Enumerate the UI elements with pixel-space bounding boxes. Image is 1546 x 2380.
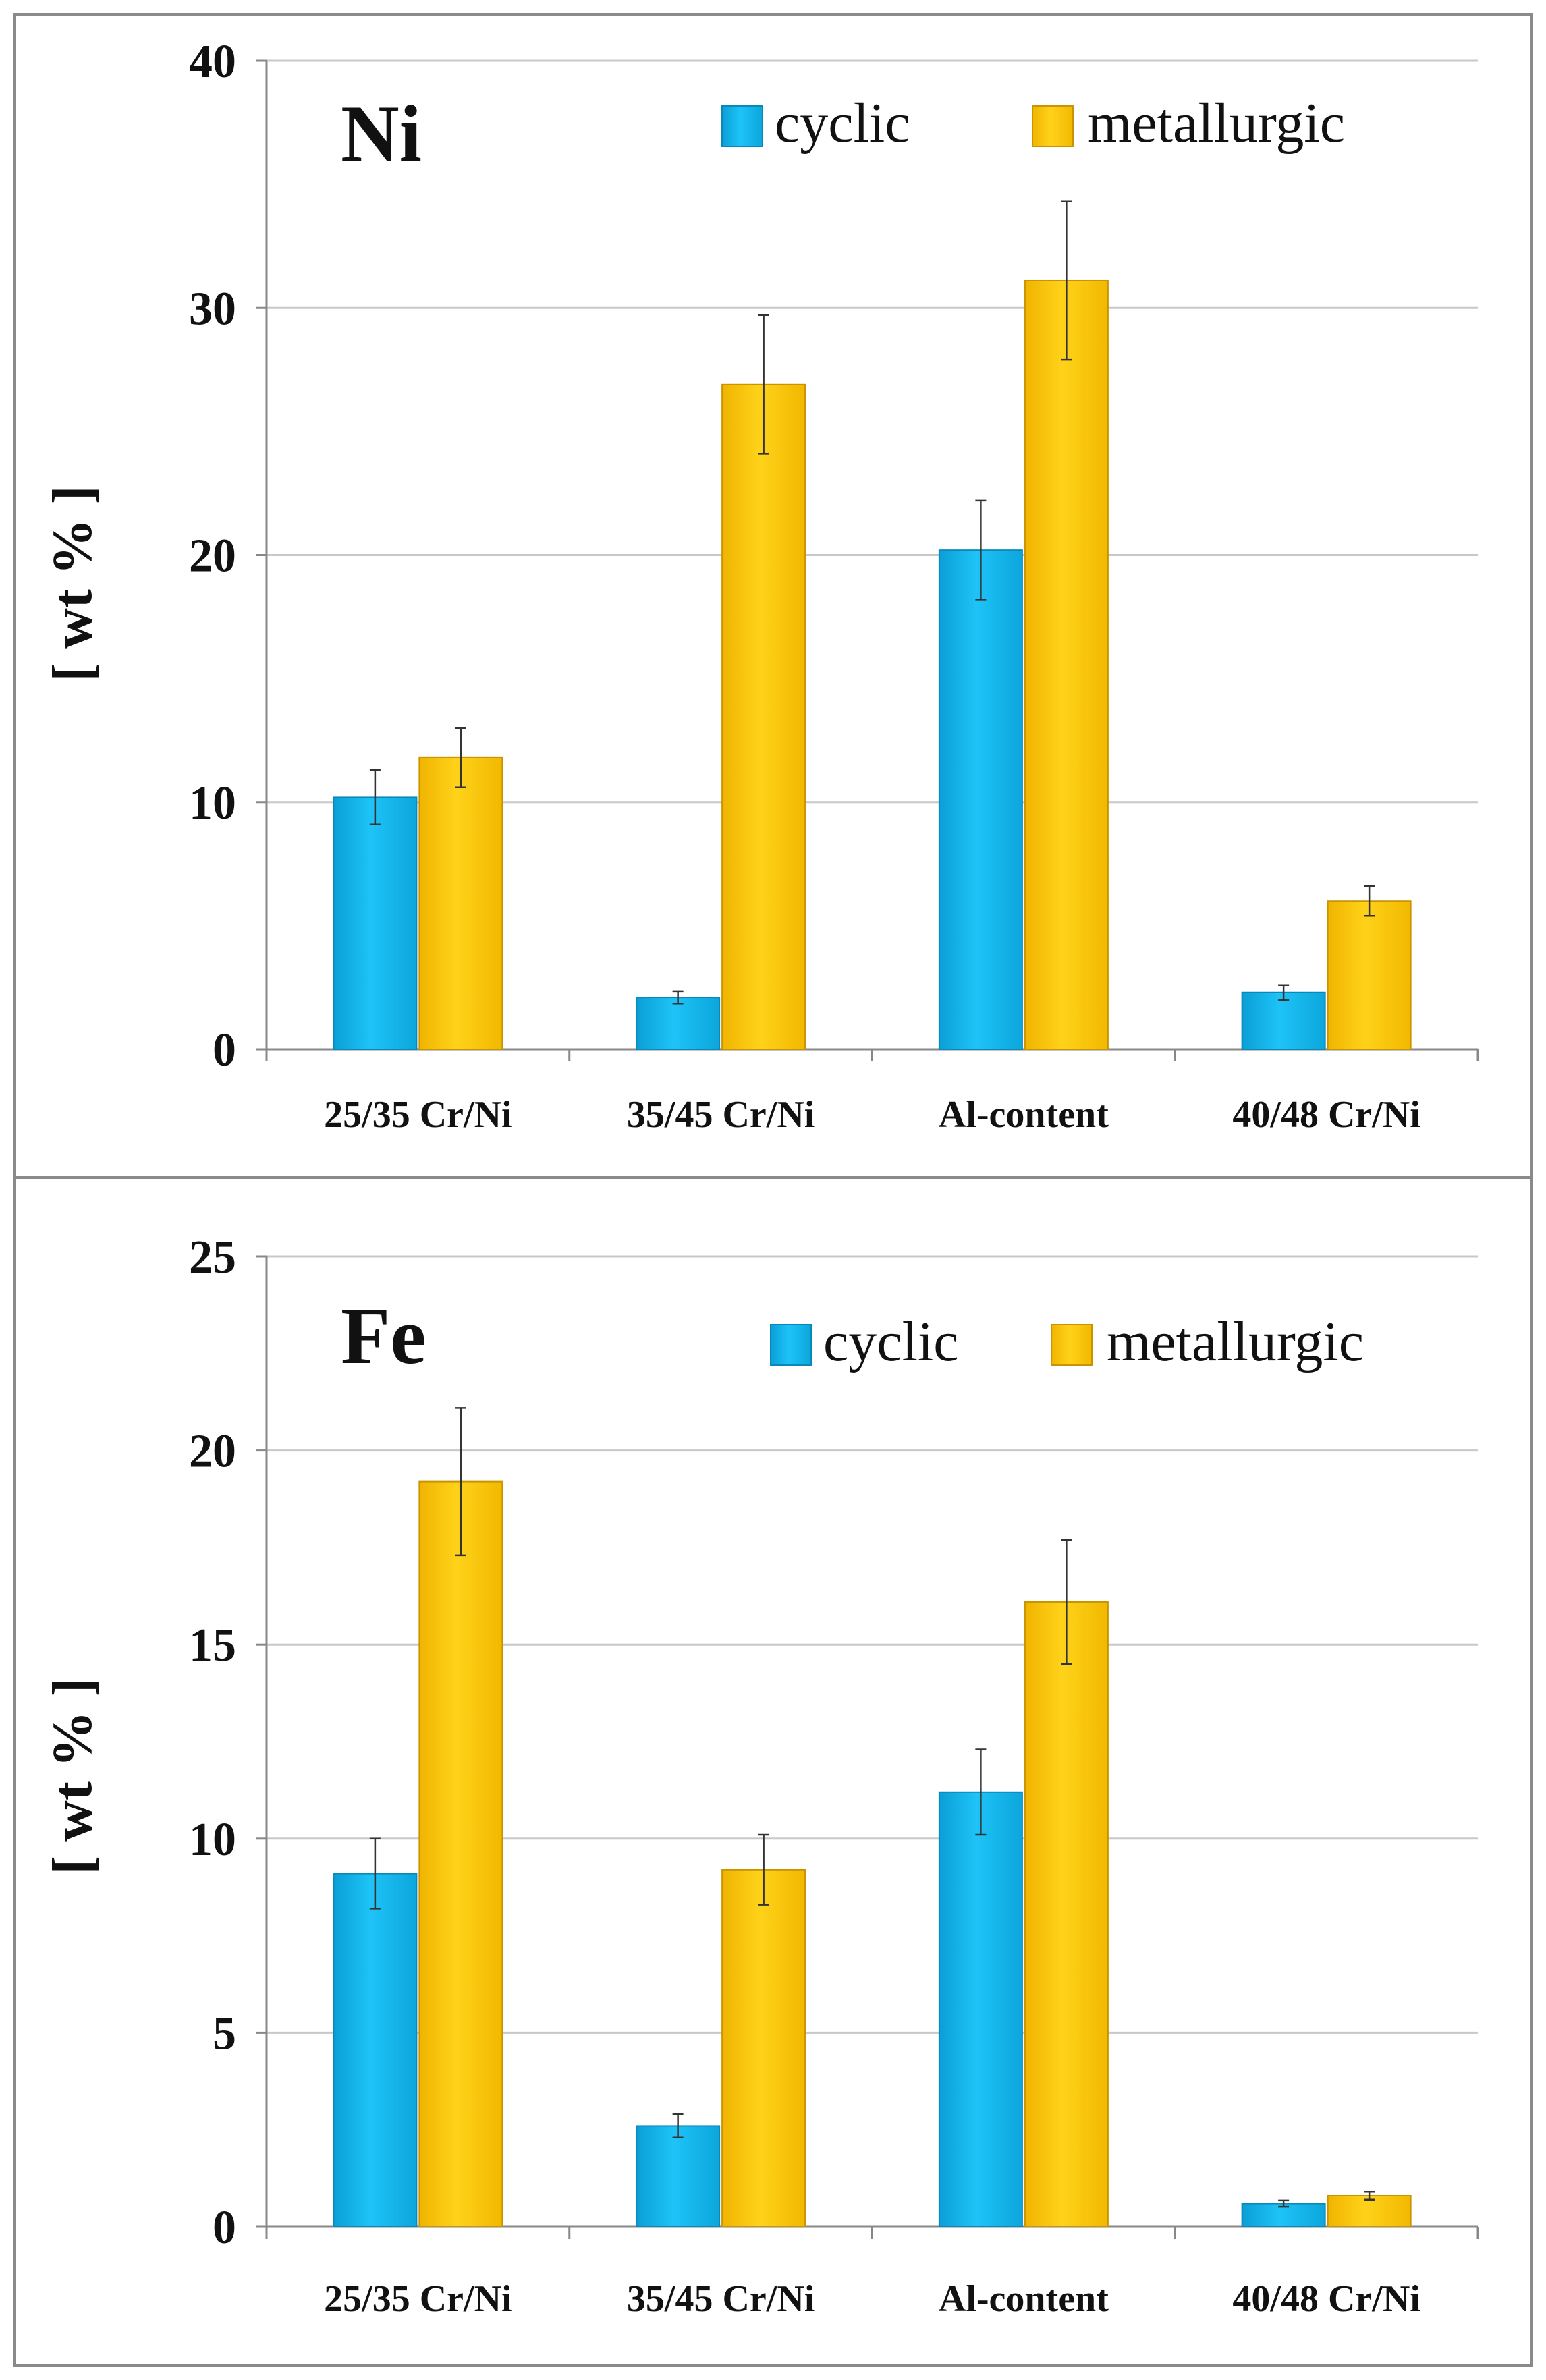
bar-metallurgic	[721, 383, 806, 1050]
y-tick-label: 10	[189, 1814, 236, 1866]
x-tick-labels: 25/35 Cr/Ni 35/45 Cr/Ni Al-content 40/48 Cr…	[324, 1094, 1420, 1136]
grid-lines	[267, 59, 1478, 804]
figure-frame	[13, 13, 1533, 2367]
y-tick-label: 15	[189, 1620, 236, 1671]
legend-label-cyclic: cyclic	[775, 92, 910, 155]
legend-swatch-metallurgic	[1032, 105, 1074, 147]
legend-swatch-cyclic	[721, 105, 763, 147]
bar-cyclic	[333, 1873, 418, 2228]
y-axis-label: [ wt % ]	[41, 1678, 104, 1875]
x-tick-label: 35/45 Cr/Ni	[627, 2278, 815, 2320]
y-tick-label: 30	[189, 283, 236, 335]
panel-title: Fe	[341, 1291, 426, 1381]
bar-group	[333, 279, 1412, 1051]
y-tick-label: 10	[189, 777, 236, 829]
legend: cyclic metallurgic	[770, 1310, 1364, 1373]
bar-cyclic	[636, 2125, 721, 2227]
x-tick-labels: 25/35 Cr/Ni 35/45 Cr/Ni Al-content 40/48 Cr…	[324, 2278, 1420, 2320]
x-tick-label: Al-content	[939, 2278, 1109, 2320]
y-tick-label: 5	[213, 2008, 236, 2059]
y-tick-label: 0	[213, 2202, 236, 2254]
bar-metallurgic	[1024, 279, 1109, 1050]
legend: cyclic metallurgic	[721, 92, 1345, 155]
bar-metallurgic	[418, 1480, 503, 2227]
legend-swatch-cyclic	[770, 1324, 812, 1366]
bar-metallurgic	[721, 1869, 806, 2227]
legend-label-metallurgic: metallurgic	[1107, 1310, 1364, 1373]
y-tick-label: 20	[189, 530, 236, 582]
legend-label-metallurgic: metallurgic	[1088, 92, 1345, 155]
bar-cyclic	[333, 796, 418, 1051]
bar-metallurgic	[1327, 2194, 1412, 2227]
bar-cyclic	[636, 997, 721, 1051]
legend-swatch-metallurgic	[1051, 1324, 1093, 1366]
x-tick-label: 40/48 Cr/Ni	[1232, 1094, 1420, 1136]
bar-group	[333, 1480, 1412, 2228]
y-tick-label: 25	[189, 1231, 236, 1283]
x-tick-label: 25/35 Cr/Ni	[324, 2278, 512, 2320]
panel-fe: 0 5 10 15 20 25 25/35 Cr/Ni 35/45 Cr/Ni Al-cont…	[41, 1231, 1479, 2320]
y-tick-label: 40	[189, 36, 236, 88]
x-tick-label: Al-content	[939, 1094, 1109, 1136]
bar-metallurgic	[418, 756, 503, 1050]
error-bar-group	[369, 200, 1375, 1005]
x-tick-label: 25/35 Cr/Ni	[324, 1094, 512, 1136]
y-tick-labels: 0 10 20 30 40	[189, 36, 236, 1076]
x-tick-label: 40/48 Cr/Ni	[1232, 2278, 1420, 2320]
bar-metallurgic	[1327, 900, 1412, 1050]
legend-label-cyclic: cyclic	[823, 1310, 959, 1373]
x-tick-label: 35/45 Cr/Ni	[627, 1094, 815, 1136]
y-tick-labels: 0 5 10 15 20 25	[189, 1231, 236, 2254]
panel-title: Ni	[341, 88, 422, 178]
y-tick-label: 0	[213, 1024, 236, 1076]
bar-cyclic	[938, 1791, 1023, 2227]
bar-metallurgic	[1024, 1601, 1109, 2227]
panel-ni: 0 10 20 30 40 25/35 Cr/Ni 35/45 Cr/Ni Al-conte…	[41, 36, 1479, 1136]
bar-cyclic	[1241, 991, 1326, 1050]
y-tick-label: 20	[189, 1426, 236, 1478]
error-bar-group	[369, 1407, 1375, 2208]
y-axis-label: [ wt % ]	[41, 485, 104, 682]
bar-cyclic	[938, 549, 1023, 1050]
